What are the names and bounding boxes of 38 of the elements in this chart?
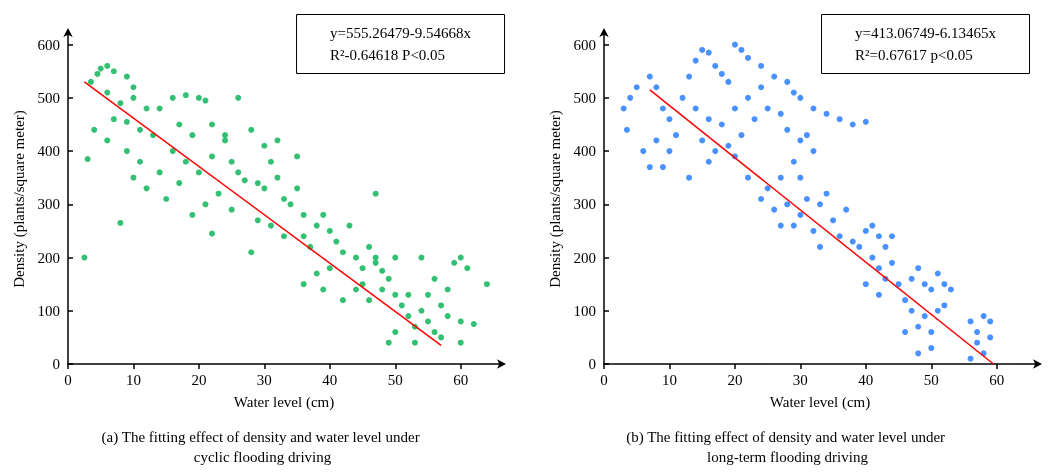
y-tick-label: 300: [37, 196, 60, 213]
x-tick-label: 20: [191, 371, 207, 388]
y-tick-label: 0: [588, 356, 596, 372]
x-tick-label: 20: [727, 371, 743, 388]
x-tick-label: 40: [322, 371, 338, 388]
annotation: R²-0.64618 P<0.05: [330, 47, 446, 63]
x-tick-label: 50: [923, 371, 939, 388]
y-tick-label: 600: [37, 36, 60, 53]
x-tick-label: 10: [125, 371, 141, 388]
x-tick-label: 0: [600, 371, 608, 388]
y-tick-label: 200: [37, 249, 60, 266]
x-tick-label: 40: [858, 371, 874, 388]
y-tick-label: 0: [52, 356, 60, 372]
annotation: y=555.26479-9.54668x: [330, 25, 472, 41]
x-tick-label: 10: [661, 371, 677, 388]
x-tick-label: 60: [453, 371, 469, 388]
y-axis-title: Density (plants/square meter): [11, 110, 29, 288]
text: (a) The fitting effect of density and water level under cyclic flooding driving: [101, 429, 424, 465]
y-tick-label: 200: [573, 249, 596, 266]
x-tick-label: 0: [64, 371, 72, 388]
x-tick-label: 30: [256, 371, 272, 388]
x-tick-label: 30: [792, 371, 808, 388]
x-axis-title: Water level (cm): [769, 393, 871, 411]
x-tick-label: 50: [387, 371, 403, 388]
y-tick-label: 100: [573, 302, 596, 319]
y-tick-label: 500: [573, 89, 596, 106]
y-tick-label: 300: [573, 196, 596, 213]
y-tick-label: 100: [37, 302, 60, 319]
y-tick-label: 600: [573, 36, 596, 53]
text: (b) The fitting effect of density and water level under long-term flooding driving: [626, 429, 949, 465]
y-tick-label: 400: [37, 143, 60, 160]
annotation: R²=0.67617 p<0.05: [855, 47, 973, 63]
annotation: y=413.06749-6.13465x: [855, 25, 997, 41]
x-tick-label: 60: [989, 371, 1005, 388]
y-tick-label: 500: [37, 89, 60, 106]
x-axis-title: Water level (cm): [233, 393, 335, 411]
y-axis-title: Density (plants/square meter): [547, 110, 565, 288]
y-tick-label: 400: [573, 143, 596, 160]
